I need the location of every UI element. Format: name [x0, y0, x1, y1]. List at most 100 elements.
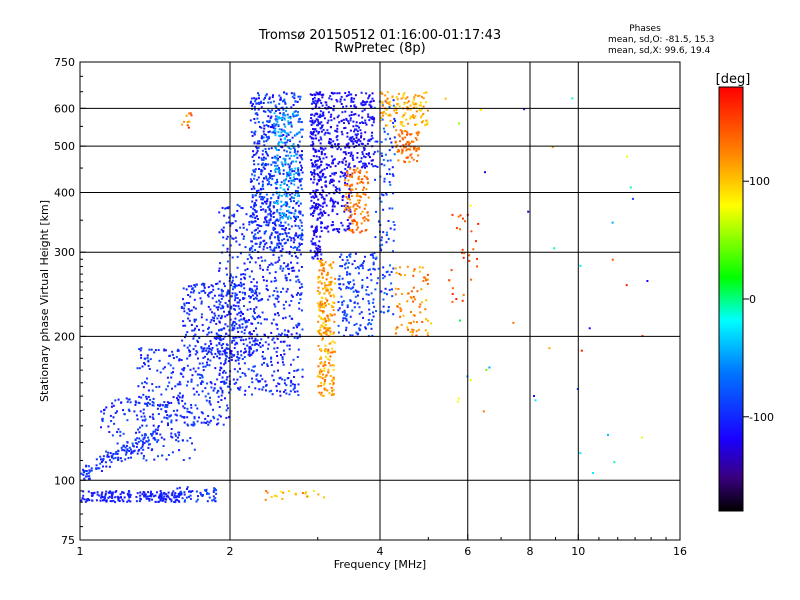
data-point	[450, 269, 453, 272]
data-point	[419, 116, 422, 119]
data-point	[363, 108, 366, 111]
data-point	[272, 161, 275, 164]
data-point	[410, 140, 413, 143]
data-point	[272, 227, 275, 230]
data-point	[215, 336, 218, 339]
data-point	[270, 389, 273, 392]
data-point	[409, 115, 412, 118]
data-point	[324, 361, 327, 364]
data-point	[167, 454, 170, 456]
data-point	[406, 133, 408, 136]
data-point	[314, 255, 316, 258]
data-point	[377, 277, 380, 280]
data-point	[368, 302, 371, 305]
data-point	[331, 146, 334, 149]
data-point	[257, 224, 260, 227]
data-point	[380, 310, 383, 313]
data-point	[233, 283, 236, 285]
data-point	[329, 265, 332, 268]
data-point	[261, 153, 264, 156]
data-point	[275, 123, 278, 126]
data-point	[172, 409, 175, 412]
data-point	[331, 208, 334, 211]
data-point	[320, 160, 323, 163]
data-point	[145, 382, 148, 385]
data-point	[289, 168, 291, 171]
data-point	[329, 126, 332, 129]
data-point	[327, 319, 330, 322]
data-point	[370, 163, 373, 166]
data-point	[168, 355, 171, 357]
data-point	[274, 261, 277, 264]
x-axis-label: Frequency [MHz]	[334, 558, 426, 571]
data-point	[183, 407, 186, 410]
data-point	[265, 215, 268, 218]
data-point	[352, 279, 355, 282]
data-point	[100, 458, 102, 461]
data-point	[248, 349, 251, 352]
data-point	[331, 364, 334, 367]
data-point	[258, 230, 261, 233]
data-point	[273, 303, 276, 306]
data-point	[230, 295, 233, 298]
data-point	[323, 496, 326, 499]
data-point	[451, 287, 454, 290]
data-point	[386, 133, 389, 136]
data-point	[329, 355, 332, 358]
data-point	[243, 287, 246, 290]
data-point	[328, 358, 331, 361]
data-point	[203, 286, 206, 289]
data-point	[304, 492, 307, 495]
data-point	[354, 113, 357, 116]
data-point	[318, 156, 321, 159]
data-point	[344, 229, 347, 232]
data-point	[409, 296, 412, 299]
data-point	[264, 243, 267, 246]
data-point	[141, 493, 144, 496]
data-point	[218, 280, 221, 283]
data-point	[101, 420, 104, 422]
data-point	[315, 155, 318, 158]
data-point	[290, 92, 293, 95]
data-point	[296, 190, 299, 193]
data-point	[291, 170, 294, 173]
data-point	[288, 228, 291, 230]
data-point	[352, 286, 355, 289]
data-point	[244, 351, 247, 353]
data-point	[318, 175, 321, 178]
data-point	[127, 457, 130, 459]
data-point	[367, 269, 370, 271]
data-point	[209, 321, 212, 324]
data-point	[279, 156, 281, 158]
data-point	[370, 323, 373, 326]
data-point	[368, 162, 370, 165]
data-point	[351, 176, 354, 178]
data-point	[231, 237, 234, 240]
data-point	[360, 311, 363, 314]
data-point	[384, 153, 387, 156]
data-point	[333, 295, 336, 298]
data-point	[315, 229, 318, 232]
data-point	[337, 331, 340, 334]
data-point	[400, 274, 402, 277]
data-point	[349, 253, 352, 256]
data-point	[420, 288, 423, 291]
data-point	[371, 319, 374, 322]
data-point	[390, 282, 393, 285]
data-point	[137, 440, 140, 443]
data-point	[225, 378, 228, 381]
data-point	[349, 184, 352, 187]
data-point	[346, 273, 348, 276]
data-point	[372, 256, 375, 259]
data-point	[228, 391, 230, 394]
data-point	[265, 224, 268, 227]
data-point	[470, 230, 473, 233]
data-point	[371, 254, 374, 257]
data-point	[278, 194, 281, 197]
data-point	[170, 500, 173, 503]
data-point	[289, 217, 292, 220]
data-point	[208, 326, 210, 329]
data-point	[457, 397, 460, 400]
data-point	[197, 367, 200, 370]
data-point	[136, 442, 139, 445]
